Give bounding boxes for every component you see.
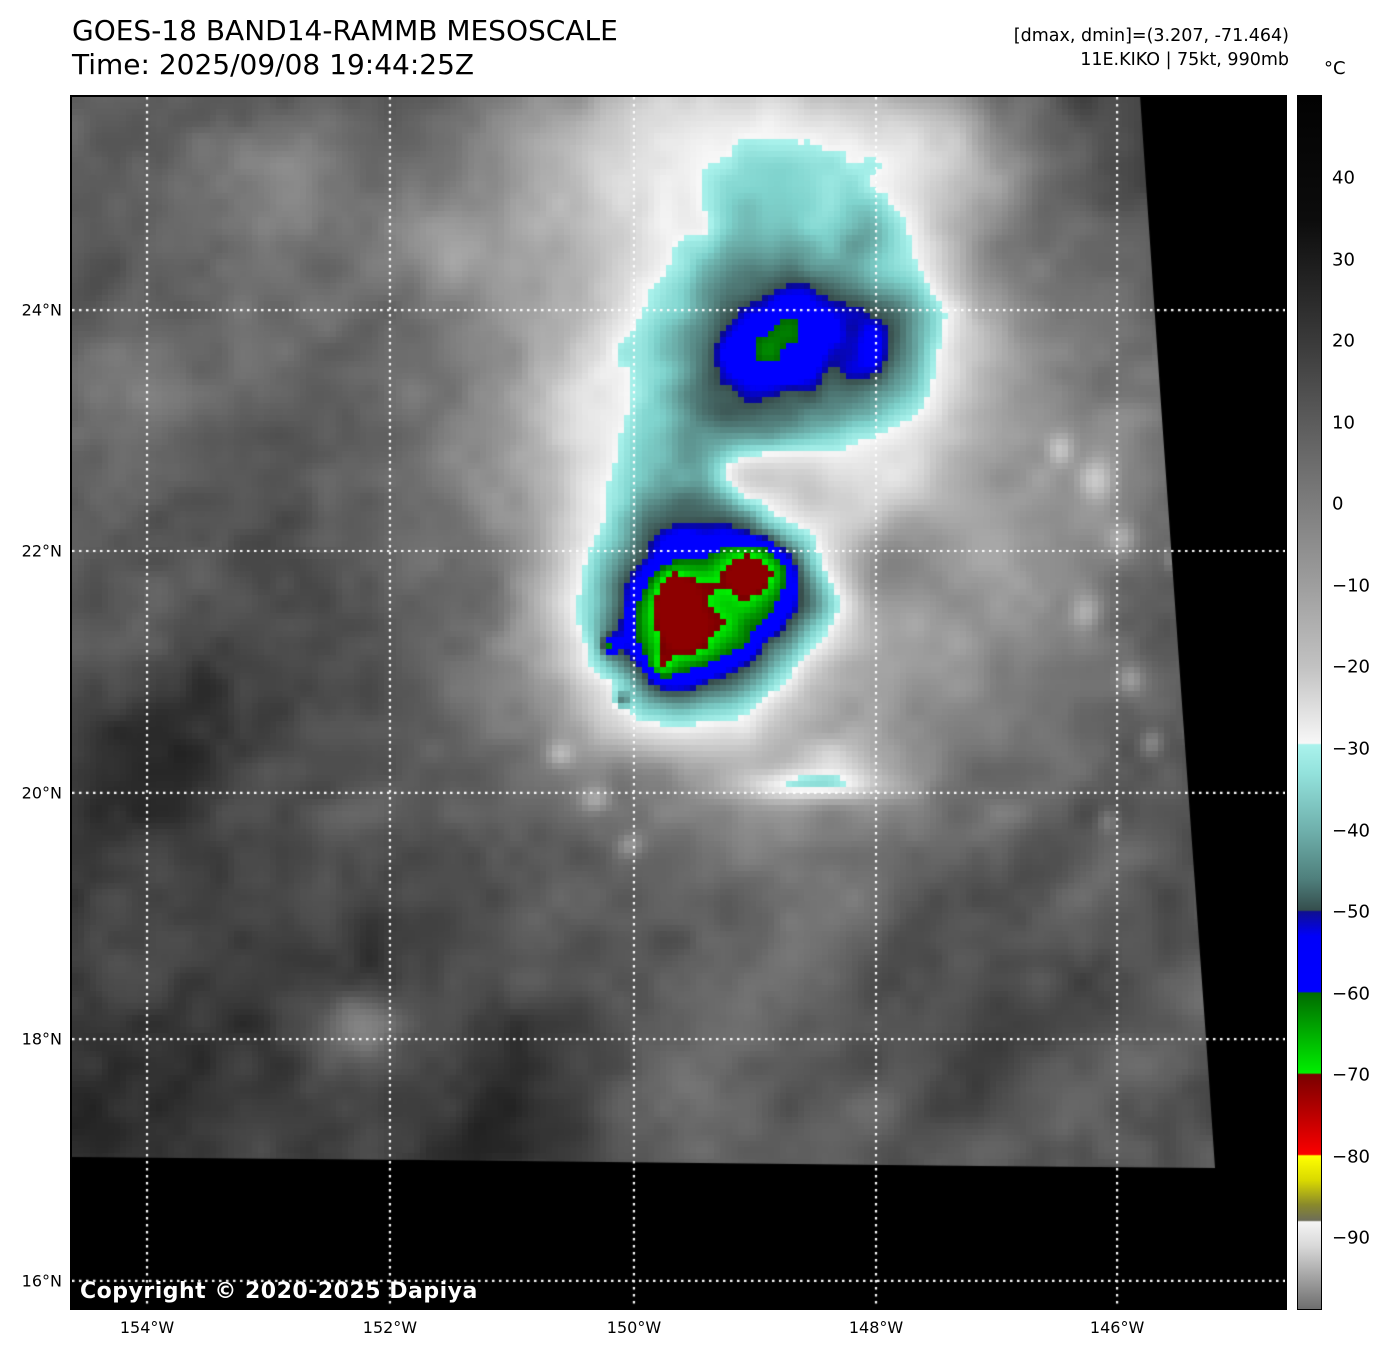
lon-tick-label: 154°W xyxy=(119,1318,175,1337)
lon-tick-label: 146°W xyxy=(1089,1318,1145,1337)
lon-tick-label: 152°W xyxy=(362,1318,418,1337)
annotation-block: [dmax, dmin]=(3.207, -71.464) 11E.KIKO |… xyxy=(1014,24,1289,72)
colorbar-tick-label: −10 xyxy=(1332,575,1370,597)
copyright-watermark: Copyright © 2020-2025 Dapiya xyxy=(80,1279,478,1304)
colorbar-tick-label: 0 xyxy=(1332,493,1344,515)
colorbar-tick-label: −70 xyxy=(1332,1064,1370,1086)
colorbar-tick-label: 40 xyxy=(1332,167,1355,189)
storm-info-annotation: 11E.KIKO | 75kt, 990mb xyxy=(1080,50,1289,70)
colorbar-unit-label: °C xyxy=(1324,58,1346,79)
title-block: GOES-18 BAND14-RAMMB MESOSCALE Time: 202… xyxy=(72,14,618,82)
lat-tick-label: 20°N xyxy=(21,783,62,803)
lat-tick-label: 24°N xyxy=(21,300,62,320)
lon-tick-label: 148°W xyxy=(848,1318,904,1337)
colorbar-tick-label: −40 xyxy=(1332,820,1370,842)
colorbar-tick-label: −80 xyxy=(1332,1146,1370,1168)
dmax-dmin-annotation: [dmax, dmin]=(3.207, -71.464) xyxy=(1013,26,1289,46)
satellite-map-canvas xyxy=(72,97,1285,1308)
colorbar-tick-label: −30 xyxy=(1332,738,1370,760)
colorbar-tick-label: −20 xyxy=(1332,656,1370,678)
colorbar-tick-label: 30 xyxy=(1332,249,1355,271)
map-plot-area: Copyright © 2020-2025 Dapiya xyxy=(70,95,1287,1310)
colorbar-tick-label: −60 xyxy=(1332,983,1370,1005)
lon-tick-label: 150°W xyxy=(606,1318,662,1337)
timestamp: Time: 2025/09/08 19:44:25Z xyxy=(72,48,475,81)
lat-tick-label: 16°N xyxy=(21,1271,62,1291)
colorbar-tick-label: 20 xyxy=(1332,330,1355,352)
colorbar-tick-label: −90 xyxy=(1332,1227,1370,1249)
temperature-colorbar xyxy=(1297,95,1322,1310)
colorbar-tick-label: −50 xyxy=(1332,901,1370,923)
colorbar-tick-label: 10 xyxy=(1332,412,1355,434)
page-title: GOES-18 BAND14-RAMMB MESOSCALE xyxy=(72,14,618,47)
lat-tick-label: 18°N xyxy=(21,1029,62,1049)
lat-tick-label: 22°N xyxy=(21,541,62,561)
